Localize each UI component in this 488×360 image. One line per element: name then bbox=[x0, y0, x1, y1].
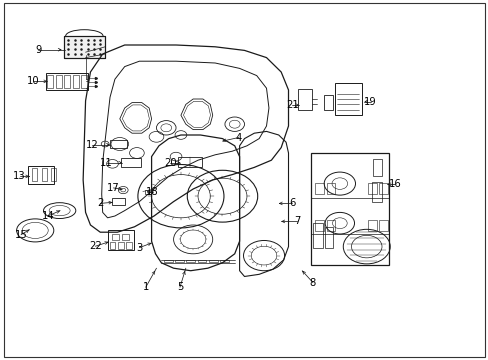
Text: 4: 4 bbox=[235, 132, 241, 143]
Bar bbox=[107, 230, 134, 250]
Bar bbox=[32, 168, 37, 181]
Text: 1: 1 bbox=[142, 282, 149, 292]
Bar bbox=[112, 198, 124, 205]
Bar bbox=[378, 183, 387, 194]
Bar bbox=[197, 260, 206, 262]
Text: 17: 17 bbox=[107, 183, 120, 193]
Bar bbox=[64, 75, 70, 88]
Bar bbox=[334, 83, 361, 115]
Text: 5: 5 bbox=[176, 282, 183, 292]
Text: 19: 19 bbox=[364, 96, 376, 107]
Bar bbox=[186, 260, 195, 262]
Bar bbox=[326, 183, 335, 194]
Text: 15: 15 bbox=[15, 230, 27, 240]
Bar bbox=[326, 220, 335, 231]
Text: 18: 18 bbox=[146, 186, 159, 197]
Bar bbox=[56, 75, 61, 88]
Text: 12: 12 bbox=[85, 140, 98, 150]
Bar bbox=[372, 159, 382, 176]
Bar bbox=[220, 260, 228, 262]
Bar bbox=[163, 260, 172, 262]
Bar bbox=[378, 220, 387, 231]
Bar bbox=[51, 168, 56, 181]
Text: 6: 6 bbox=[288, 198, 295, 208]
Bar bbox=[46, 73, 88, 90]
Text: 10: 10 bbox=[27, 76, 40, 86]
Bar bbox=[208, 260, 217, 262]
Bar bbox=[175, 260, 183, 262]
Bar bbox=[110, 140, 127, 148]
Bar bbox=[118, 242, 123, 249]
Text: 21: 21 bbox=[285, 100, 298, 110]
Text: 8: 8 bbox=[309, 278, 315, 288]
Bar bbox=[63, 36, 105, 58]
Bar bbox=[298, 89, 311, 110]
Bar bbox=[28, 166, 54, 184]
Bar bbox=[324, 95, 332, 110]
Bar bbox=[122, 234, 128, 240]
Bar bbox=[47, 75, 53, 88]
Text: 7: 7 bbox=[293, 216, 300, 226]
Bar bbox=[126, 242, 132, 249]
Bar bbox=[81, 75, 87, 88]
Bar bbox=[325, 227, 332, 248]
Bar bbox=[63, 36, 105, 58]
Text: 16: 16 bbox=[388, 179, 401, 189]
Text: 3: 3 bbox=[136, 243, 142, 253]
Text: 2: 2 bbox=[97, 198, 103, 208]
Bar bbox=[371, 182, 382, 202]
Text: 14: 14 bbox=[41, 211, 54, 221]
Text: 22: 22 bbox=[89, 241, 102, 251]
Bar bbox=[367, 220, 376, 231]
Bar bbox=[41, 168, 46, 181]
Bar bbox=[73, 75, 79, 88]
Bar bbox=[312, 223, 322, 248]
Text: 13: 13 bbox=[13, 171, 26, 181]
Bar bbox=[121, 158, 141, 167]
Bar bbox=[315, 183, 324, 194]
Bar bbox=[109, 242, 115, 249]
Bar bbox=[367, 183, 376, 194]
Bar bbox=[315, 220, 324, 231]
Text: 11: 11 bbox=[100, 158, 113, 168]
Text: 9: 9 bbox=[35, 45, 41, 55]
Bar bbox=[178, 157, 202, 167]
Bar bbox=[112, 234, 119, 240]
Text: 20: 20 bbox=[163, 158, 176, 168]
